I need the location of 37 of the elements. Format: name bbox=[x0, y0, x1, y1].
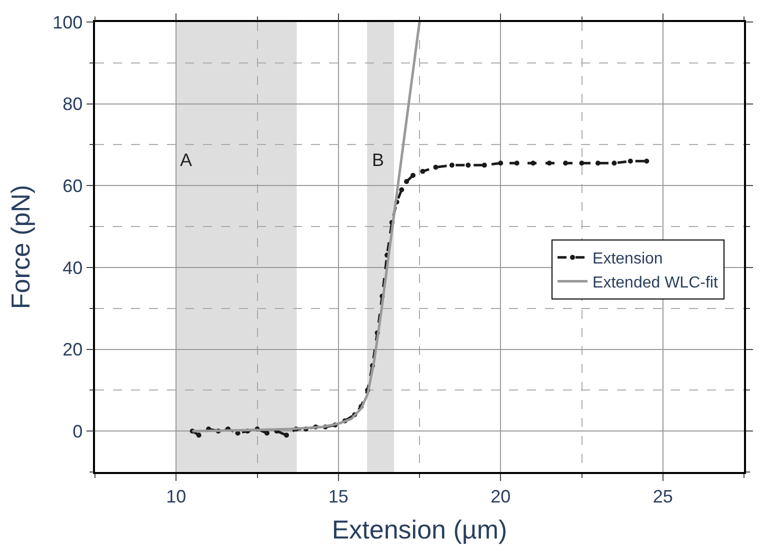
point bbox=[482, 162, 487, 168]
legend-label: Extended WLC-fit bbox=[592, 274, 718, 292]
y-tick-label: 80 bbox=[62, 94, 83, 114]
y-axis-title: Force (pN) bbox=[6, 184, 36, 310]
point bbox=[433, 164, 438, 170]
y-tick-label: 0 bbox=[72, 421, 83, 442]
point bbox=[498, 160, 504, 166]
x-tick-label: 25 bbox=[652, 486, 673, 506]
point bbox=[628, 158, 633, 164]
point bbox=[595, 160, 600, 166]
point bbox=[449, 162, 454, 168]
x-tick-label: 10 bbox=[166, 486, 186, 506]
legend-label: Extension bbox=[592, 250, 663, 268]
y-tick-label: 20 bbox=[62, 340, 83, 360]
point bbox=[264, 430, 270, 436]
point bbox=[579, 160, 584, 166]
x-tick-label: 20 bbox=[490, 486, 511, 506]
point bbox=[284, 432, 289, 438]
x-axis-title: Extension (µm) bbox=[332, 514, 508, 545]
point bbox=[530, 160, 536, 166]
point bbox=[404, 179, 410, 184]
point bbox=[612, 160, 617, 166]
point bbox=[514, 160, 520, 166]
point bbox=[546, 160, 552, 166]
y-tick-label: 40 bbox=[62, 258, 83, 278]
y-tick-label: 60 bbox=[62, 176, 83, 196]
band-label: B bbox=[372, 150, 384, 170]
point bbox=[399, 187, 404, 192]
point bbox=[644, 158, 650, 164]
point bbox=[410, 172, 416, 178]
point bbox=[420, 168, 426, 174]
point bbox=[563, 160, 568, 166]
y-tick-label: 100 bbox=[52, 12, 83, 32]
band-label: A bbox=[180, 150, 192, 170]
point bbox=[466, 162, 471, 168]
x-tick-label: 15 bbox=[328, 486, 348, 506]
point bbox=[196, 432, 202, 438]
